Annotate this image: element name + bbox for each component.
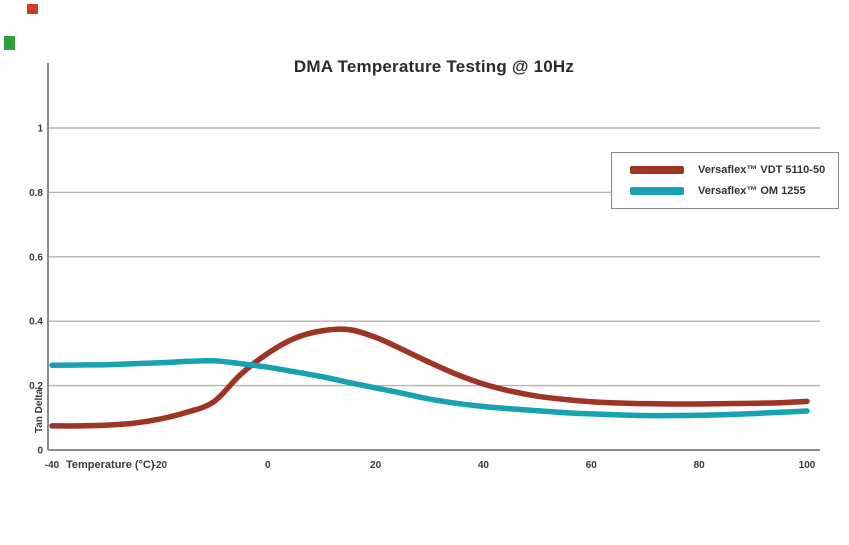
series-line-om-1255: [49, 357, 810, 419]
y-tick-label-0.2: 0.2: [29, 381, 43, 392]
x-tick-label-20: 20: [370, 460, 382, 471]
legend-label-vdt: Versaflex™ VDT 5110-50: [698, 164, 826, 176]
legend-swatch-vdt: [630, 166, 684, 174]
x-tick-label-80: 80: [694, 460, 706, 471]
x-tick-label--40: -40: [45, 460, 60, 471]
x-tick-label--20: -20: [153, 460, 168, 471]
y-tick-label-0.6: 0.6: [29, 252, 43, 263]
screenshot-artifact-red-square: [27, 4, 38, 14]
chart-title: DMA Temperature Testing @ 10Hz: [293, 57, 575, 76]
x-tick-label-0: 0: [265, 460, 271, 471]
y-axis-title: Tan Delta: [34, 388, 45, 433]
x-tick-label-60: 60: [586, 460, 598, 471]
x-axis-title: Temperature (°C): [66, 459, 155, 471]
y-tick-label-0: 0: [37, 446, 43, 457]
legend: Versaflex™ VDT 5110-50 Versaflex™ OM 125…: [611, 152, 839, 209]
legend-swatch-om: [630, 187, 684, 195]
y-tick-label-0.4: 0.4: [29, 317, 43, 328]
legend-label-om: Versaflex™ OM 1255: [698, 185, 806, 197]
x-tick-label-100: 100: [799, 460, 816, 471]
x-tick-label-40: 40: [478, 460, 490, 471]
series-line-vdt-5110-50: [49, 326, 810, 429]
legend-entry-om: Versaflex™ OM 1255: [630, 184, 830, 198]
y-tick-label-0.8: 0.8: [29, 188, 43, 199]
legend-entry-vdt: Versaflex™ VDT 5110-50: [630, 163, 830, 177]
y-tick-label-1: 1: [37, 124, 43, 135]
screenshot-artifact-green-square: [4, 36, 15, 50]
